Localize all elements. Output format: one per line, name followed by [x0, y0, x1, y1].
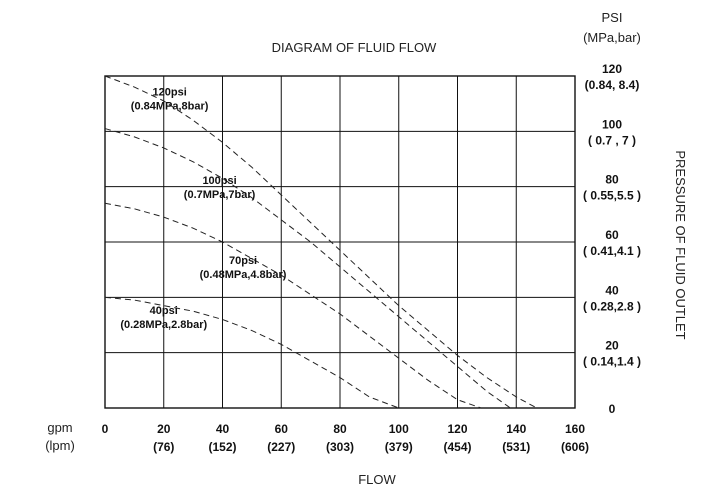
grid — [104, 75, 576, 409]
x-unit-primary: gpm — [47, 420, 72, 435]
series-label: 120psi — [153, 86, 187, 98]
x-tick-sublabel: (606) — [561, 440, 589, 454]
y-tick-label: 0 — [609, 402, 616, 416]
y-tick-label: 100 — [602, 117, 622, 131]
series-lines — [104, 75, 538, 409]
series-annotations: 120psi (0.84MPa,8bar) 100psi (0.7MPa,7bar) 7… — [120, 86, 286, 331]
y-tick-label: 120 — [602, 62, 622, 76]
y-tick-labels: 0 20 ( 0.14,1.4 ) 40 ( 0.28,2.8 ) 60 ( 0.41,4.… — [583, 62, 641, 416]
y-tick-sublabel: ( 0.55,5.5 ) — [583, 189, 641, 203]
x-tick-label: 0 — [102, 422, 109, 436]
x-tick-label: 60 — [275, 422, 289, 436]
x-tick-label: 100 — [389, 422, 409, 436]
x-tick-label: 120 — [447, 422, 467, 436]
series-label-units: (0.28MPa,2.8bar) — [120, 319, 207, 331]
x-unit-secondary: (lpm) — [45, 438, 75, 453]
series-label: 70psi — [229, 255, 257, 267]
x-tick-sublabel: (454) — [443, 440, 471, 454]
series-label: 40psi — [150, 305, 178, 317]
y-tick-label: 80 — [605, 173, 619, 187]
x-tick-label: 140 — [506, 422, 526, 436]
x-axis-label: FLOW — [358, 472, 396, 487]
y-tick-sublabel: ( 0.7 , 7 ) — [588, 133, 636, 147]
x-tick-sublabel: (152) — [208, 440, 236, 454]
series-label: 100psi — [202, 175, 236, 187]
x-tick-sublabel: (303) — [326, 440, 354, 454]
x-tick-sublabel: (531) — [502, 440, 530, 454]
series-label-units: (0.48MPa,4.8bar) — [200, 269, 287, 281]
y-axis-label: PRESSURE OF FLUID OUTLET — [673, 150, 688, 339]
x-tick-sublabel: (227) — [267, 440, 295, 454]
y-tick-sublabel: ( 0.28,2.8 ) — [583, 299, 641, 313]
series-label-units: (0.84MPa,8bar) — [131, 100, 209, 112]
x-tick-label: 160 — [565, 422, 585, 436]
y-tick-label: 20 — [605, 339, 619, 353]
y-unit-primary: PSI — [602, 10, 623, 25]
x-tick-label: 20 — [157, 422, 171, 436]
y-tick-sublabel: ( 0.14,1.4 ) — [583, 355, 641, 369]
y-tick-label: 60 — [605, 228, 619, 242]
x-tick-labels: 0 20 (76) 40 (152) 60 (227) 80 (303) 100 (379) 120 (… — [102, 422, 589, 454]
series-line-120psi — [104, 75, 538, 409]
chart-title: DIAGRAM OF FLUID FLOW — [272, 40, 437, 55]
x-tick-label: 40 — [216, 422, 230, 436]
series-line-100psi — [104, 128, 511, 409]
series-label-units: (0.7MPa,7bar) — [184, 189, 256, 201]
y-tick-label: 40 — [605, 283, 619, 297]
y-tick-sublabel: ( 0.41,4.1 ) — [583, 244, 641, 258]
x-tick-sublabel: (76) — [153, 440, 174, 454]
x-tick-label: 80 — [333, 422, 347, 436]
series-line-70psi — [104, 202, 482, 409]
x-tick-sublabel: (379) — [385, 440, 413, 454]
y-unit-secondary: (MPa,bar) — [583, 30, 641, 45]
y-tick-sublabel: (0.84, 8.4) — [585, 78, 640, 92]
series-line-40psi — [104, 296, 399, 409]
